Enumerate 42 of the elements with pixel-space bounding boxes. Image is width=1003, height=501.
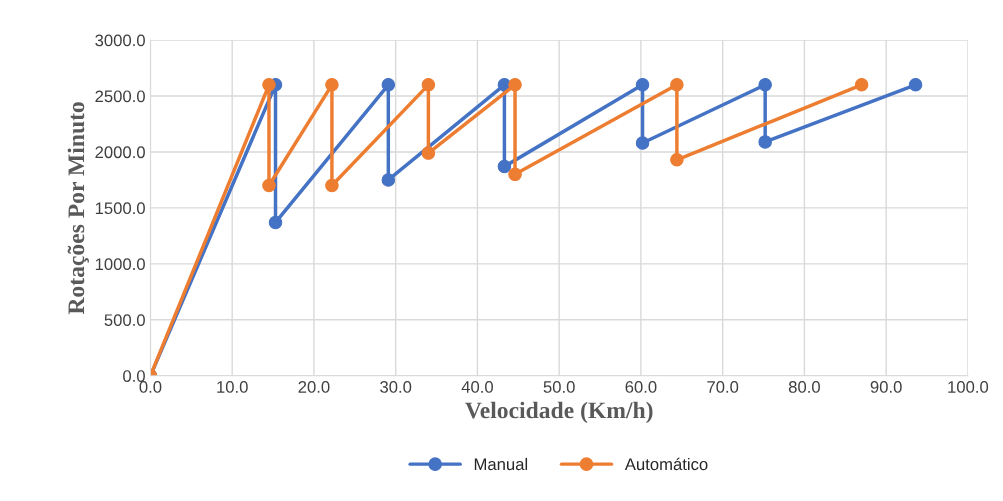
y-tick-label: 0.0 <box>123 370 145 382</box>
point <box>381 173 396 187</box>
point <box>508 78 522 92</box>
point <box>497 159 512 174</box>
y-tick-label: 2500.0 <box>95 90 145 103</box>
point <box>758 78 772 92</box>
point <box>262 78 276 92</box>
point <box>421 146 436 160</box>
y-axis-title: Rotações Por Minuto <box>67 102 89 315</box>
point <box>421 78 436 92</box>
x-axis-title: Velocidade (Km/h) <box>465 401 653 424</box>
y-tick-label: 3000.0 <box>95 34 145 47</box>
x-tick-label: 80.0 <box>788 381 820 393</box>
x-tick-label: 40.0 <box>461 381 493 393</box>
y-tick-label: 2000.0 <box>95 146 145 159</box>
point <box>635 136 650 150</box>
point <box>381 78 396 92</box>
point <box>670 78 684 92</box>
x-tick-label: 50.0 <box>543 381 575 393</box>
x-tick-label: 70.0 <box>707 381 739 393</box>
x-tick-label: 60.0 <box>625 381 657 393</box>
y-tick-label: 1000.0 <box>95 258 145 271</box>
point <box>854 78 869 92</box>
point <box>325 178 339 193</box>
point <box>325 78 339 92</box>
y-tick-label: 500.0 <box>104 314 145 327</box>
point <box>758 135 772 149</box>
point <box>908 78 923 92</box>
x-tick-label: 90.0 <box>870 381 902 393</box>
legend-label: Automático <box>624 457 708 471</box>
legend-label: Manual <box>474 457 528 471</box>
x-tick-label: 20.0 <box>298 381 330 393</box>
point <box>670 153 684 167</box>
x-tick-label: 0.0 <box>139 381 162 393</box>
point <box>508 167 522 182</box>
point <box>268 215 283 230</box>
y-tick-label: 1500.0 <box>95 202 145 215</box>
x-tick-label: 100.0 <box>948 381 989 393</box>
point <box>635 78 650 92</box>
point <box>262 178 276 193</box>
x-tick-label: 30.0 <box>380 381 412 393</box>
x-tick-label: 10.0 <box>217 381 248 393</box>
